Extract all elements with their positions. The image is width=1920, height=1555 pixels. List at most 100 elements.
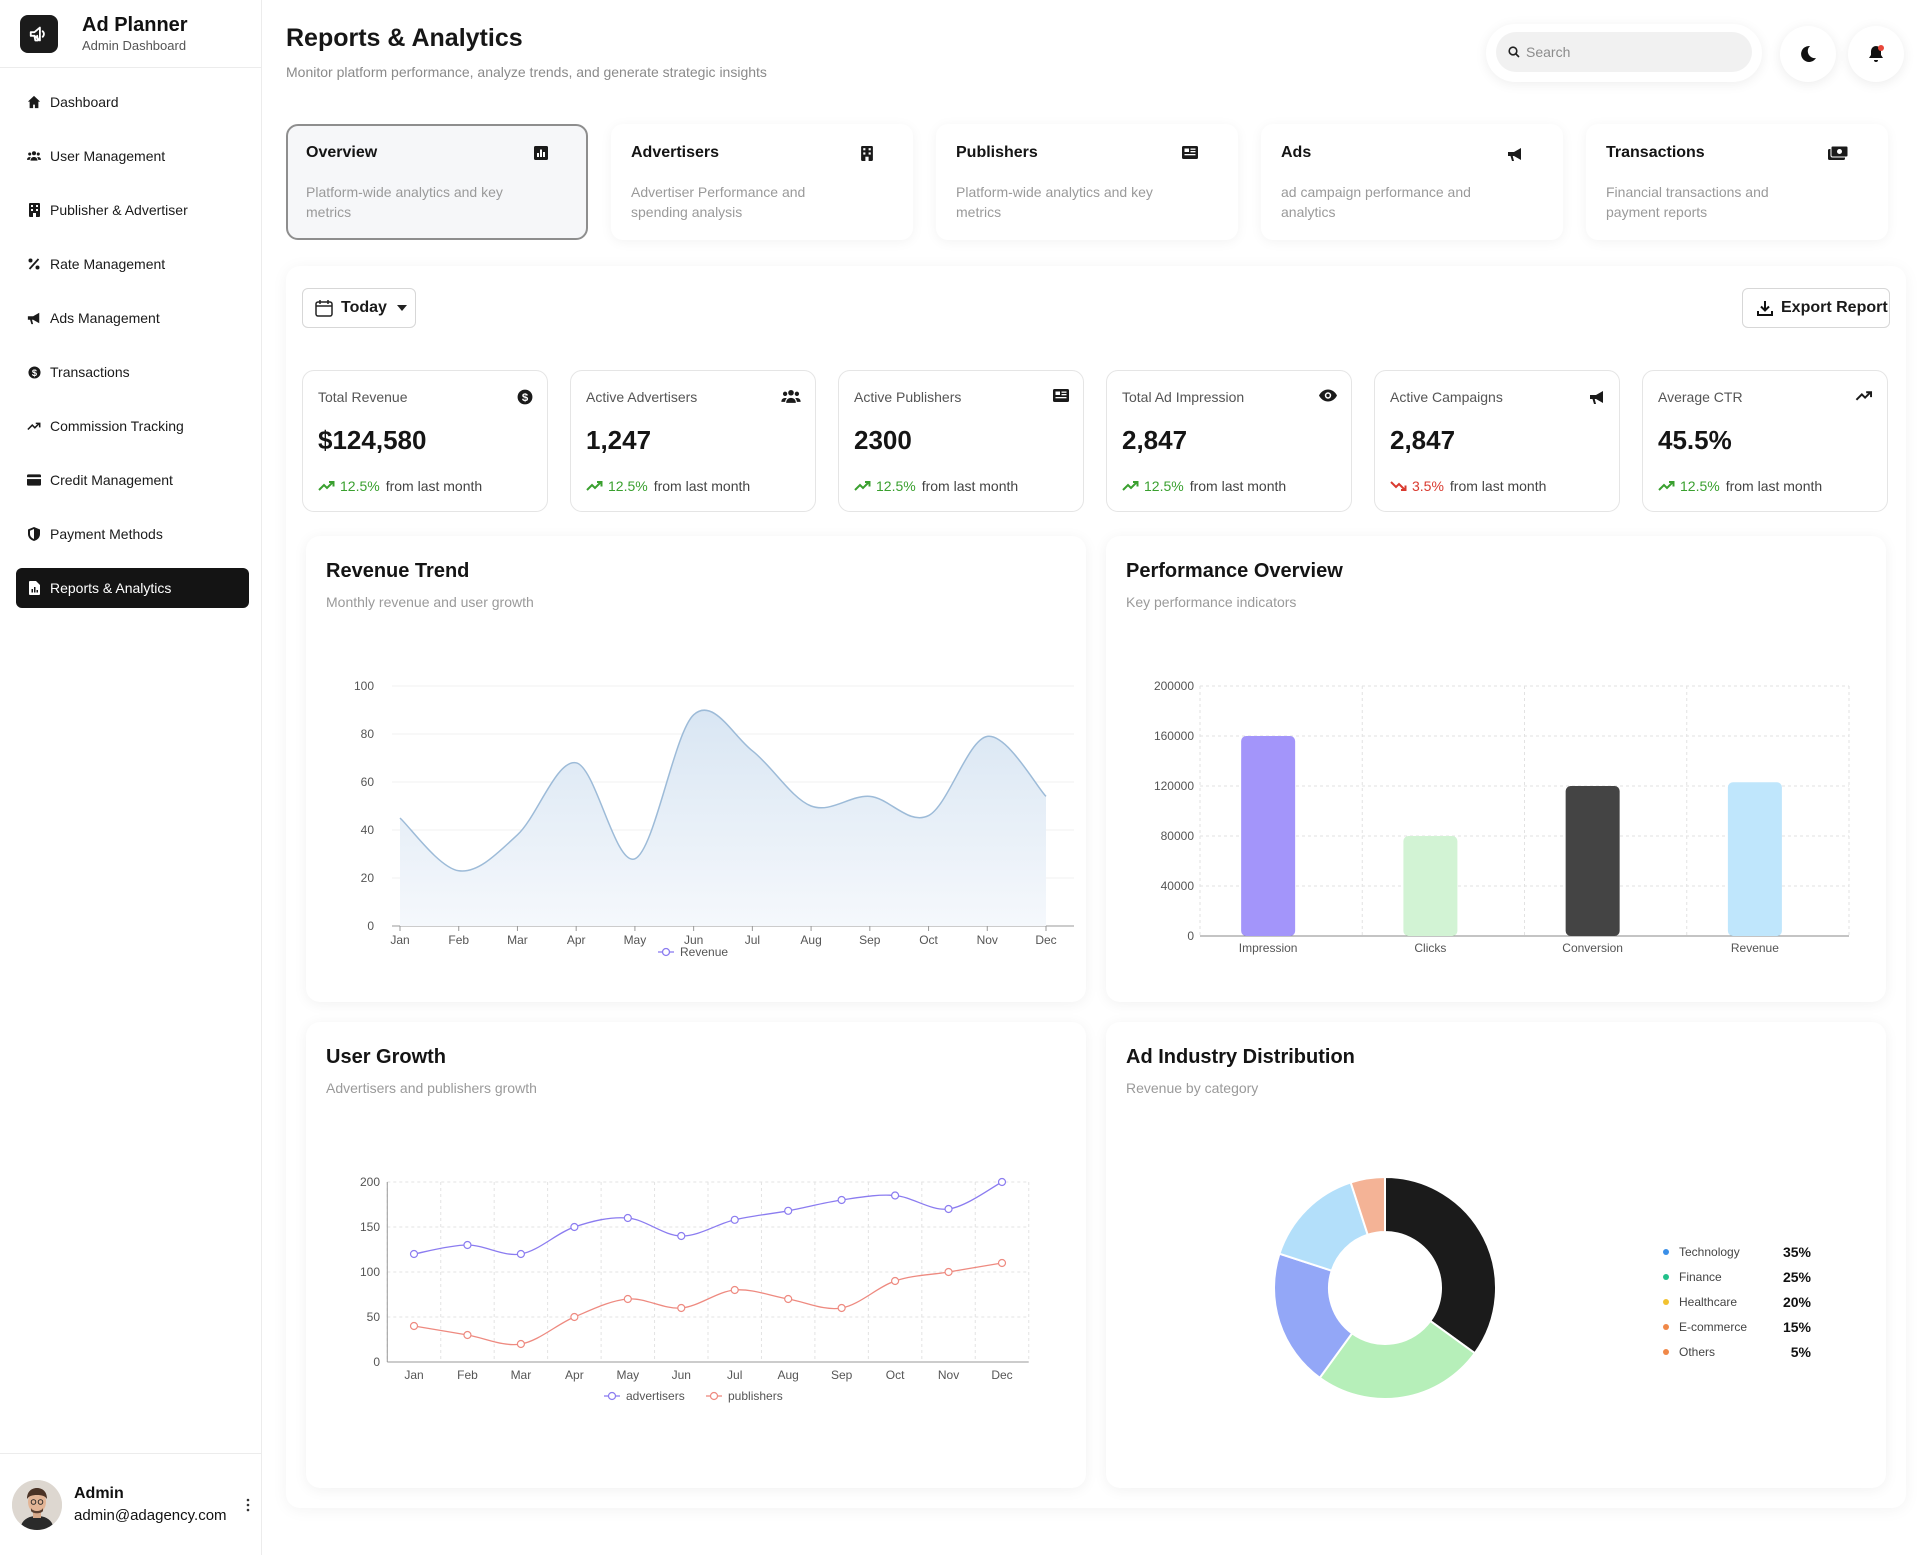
sidebar-item-label: Transactions	[50, 364, 130, 380]
sidebar-item-payment-methods[interactable]: Payment Methods	[16, 514, 249, 554]
legend-value: 5%	[1791, 1344, 1812, 1360]
publishers-point	[837, 1303, 846, 1313]
legend-dot	[1663, 1324, 1669, 1330]
tab-publishers[interactable]: Publishers Platform-wide analytics and k…	[936, 124, 1238, 240]
publishers-point	[463, 1330, 472, 1340]
stat-card-active-campaigns: Active Campaigns 2,847 3.5% from last mo…	[1374, 370, 1620, 512]
ad-industry-card: Ad Industry Distribution Revenue by cate…	[1106, 1022, 1886, 1488]
trend-icon	[1855, 389, 1873, 402]
legend-label: Others	[1679, 1345, 1715, 1359]
stat-card-total-ad-impression: Total Ad Impression 2,847 12.5% from las…	[1106, 370, 1352, 512]
legend-dot	[1663, 1349, 1669, 1355]
tab-description: Platform-wide analytics and key metrics	[306, 184, 503, 220]
x-tick-label: Impression	[1239, 941, 1298, 955]
date-range-dropdown[interactable]: Today	[302, 288, 416, 328]
stat-change-pct: 12.5%	[1144, 478, 1184, 494]
stat-change: 3.5% from last month	[1390, 478, 1604, 494]
more-options-icon[interactable]	[246, 1498, 250, 1512]
sidebar-item-transactions[interactable]: $ Transactions	[16, 352, 249, 392]
card-subtitle: Monthly revenue and user growth	[326, 594, 534, 610]
sidebar-item-publisher-advertiser[interactable]: Publisher & Advertiser	[16, 190, 249, 230]
export-report-button[interactable]: Export Report	[1742, 288, 1890, 328]
sidebar-item-user-management[interactable]: User Management	[16, 136, 249, 176]
report-icon	[27, 581, 41, 595]
x-tick-label: Mar	[511, 1368, 532, 1382]
x-tick-label: Nov	[938, 1368, 959, 1382]
card-subtitle: Key performance indicators	[1126, 594, 1297, 610]
stat-value: 2,847	[1122, 425, 1188, 455]
percent-icon	[27, 257, 41, 271]
svg-text:$: $	[522, 392, 529, 404]
legend-label: advertisers	[626, 1389, 685, 1403]
tab-ads[interactable]: Ads ad campaign performance and analytic…	[1261, 124, 1563, 240]
tab-transactions[interactable]: Transactions Financial transactions and …	[1586, 124, 1888, 240]
notifications-button[interactable]	[1848, 26, 1904, 82]
sidebar-item-label: Commission Tracking	[50, 418, 184, 434]
y-tick-label: 100	[360, 1265, 380, 1279]
stat-label: Total Revenue	[318, 389, 408, 405]
x-tick-label: Feb	[448, 933, 469, 947]
sidebar: Ad Planner Admin Dashboard Dashboard Use…	[0, 0, 262, 1555]
sidebar-item-reports-analytics[interactable]: Reports & Analytics	[16, 568, 249, 608]
stat-change-pct: 12.5%	[876, 478, 916, 494]
download-icon	[1757, 300, 1773, 316]
bar	[1403, 836, 1458, 936]
y-tick-label: 60	[361, 775, 375, 789]
tab-overview[interactable]: Overview Platform-wide analytics and key…	[286, 124, 588, 240]
x-tick-label: Aug	[778, 1368, 799, 1382]
sidebar-item-dashboard[interactable]: Dashboard	[16, 82, 249, 122]
page-subtitle: Monitor platform performance, analyze tr…	[286, 64, 767, 80]
x-tick-label: Revenue	[1731, 941, 1779, 955]
sidebar-item-ads-management[interactable]: Ads Management	[16, 298, 249, 338]
advertisers-point	[944, 1204, 953, 1214]
stat-change: 12.5% from last month	[1658, 478, 1872, 494]
avatar	[12, 1479, 62, 1530]
y-tick-label: 40	[361, 823, 375, 837]
building-icon	[27, 203, 41, 217]
x-tick-label: Dec	[991, 1368, 1012, 1382]
report-panel: Today Export Report Total Revenue $ $124…	[286, 266, 1906, 1508]
tab-title: Ads	[1281, 144, 1312, 161]
tab-title: Overview	[306, 144, 378, 161]
publishers-line	[413, 1262, 1003, 1346]
advertisers-point	[623, 1213, 632, 1223]
sidebar-item-commission-tracking[interactable]: Commission Tracking	[16, 406, 249, 446]
stat-value: 2300	[854, 425, 912, 455]
users-icon	[27, 149, 41, 163]
trend-down-icon	[1390, 480, 1408, 492]
tab-description: Advertiser Performance and spending anal…	[631, 184, 806, 220]
tab-advertisers[interactable]: Advertisers Advertiser Performance and s…	[611, 124, 913, 240]
publishers-point	[784, 1294, 793, 1304]
performance-overview-card: Performance Overview Key performance ind…	[1106, 536, 1886, 1002]
x-tick-label: Jan	[390, 933, 409, 947]
money-icon	[1828, 146, 1848, 160]
x-tick-label: Clicks	[1414, 941, 1446, 955]
ad-industry-chart: Technology 35% Finance 25% Healthcare 20% E-co…	[1273, 1175, 1812, 1400]
dark-mode-toggle[interactable]	[1780, 26, 1836, 82]
user-profile[interactable]: Admin admin@adagency.com	[0, 1453, 262, 1555]
tab-description: ad campaign performance and analytics	[1281, 184, 1471, 220]
revenue-area	[400, 710, 1046, 926]
sidebar-item-credit-management[interactable]: Credit Management	[16, 460, 249, 500]
y-tick-label: 40000	[1161, 879, 1195, 893]
y-tick-label: 160000	[1154, 729, 1194, 743]
newspaper-icon	[1053, 389, 1069, 402]
x-tick-label: May	[624, 933, 647, 947]
stat-change: 12.5% from last month	[1122, 478, 1336, 494]
bar	[1565, 786, 1620, 936]
tab-title: Advertisers	[631, 144, 720, 161]
dollar-icon: $	[27, 365, 41, 379]
card-title: Ad Industry Distribution	[1126, 1046, 1355, 1068]
sidebar-item-label: Dashboard	[50, 94, 119, 110]
tab-description: Platform-wide analytics and key metrics	[956, 184, 1153, 220]
stat-change: 12.5% from last month	[586, 478, 800, 494]
x-tick-label: Sep	[859, 933, 881, 947]
search-input[interactable]	[1526, 44, 1726, 60]
sidebar-item-rate-management[interactable]: Rate Management	[16, 244, 249, 284]
y-tick-label: 80	[361, 727, 375, 741]
search-box[interactable]	[1496, 32, 1752, 72]
stat-card-total-revenue: Total Revenue $ $124,580 12.5% from last…	[302, 370, 548, 512]
y-tick-label: 200	[360, 1175, 380, 1189]
x-tick-label: Jan	[404, 1368, 423, 1382]
card-subtitle: Revenue by category	[1126, 1080, 1259, 1096]
